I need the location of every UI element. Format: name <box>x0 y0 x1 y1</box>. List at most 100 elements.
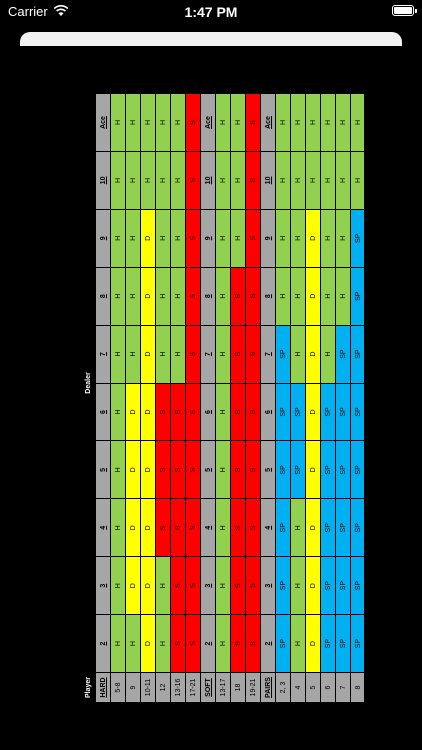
action-cell: H <box>155 93 171 152</box>
action-cell: SP <box>275 325 291 384</box>
action-cell: S <box>245 498 261 557</box>
dealer-card-header: 7 <box>260 325 276 384</box>
table-row: 5-8 H H H H H H H H H H <box>110 93 126 703</box>
dealer-card-header: Ace <box>95 93 111 152</box>
dealer-card-header: 10 <box>200 151 216 210</box>
action-cell: D <box>125 556 141 615</box>
action-cell: SP <box>320 498 336 557</box>
table-row: 18 S S S S S S S H H H <box>230 93 246 703</box>
action-cell: D <box>305 614 321 673</box>
action-cell: S <box>230 498 246 557</box>
action-cell: SP <box>350 209 364 268</box>
action-cell: D <box>305 556 321 615</box>
action-cell: H <box>275 209 291 268</box>
action-cell: H <box>155 209 171 268</box>
action-cell: H <box>110 440 126 499</box>
action-cell: SP <box>350 556 364 615</box>
player-hand-label: 8 <box>350 672 364 703</box>
action-cell: H <box>335 209 351 268</box>
action-cell: SP <box>335 498 351 557</box>
action-cell: D <box>305 498 321 557</box>
action-cell: H <box>110 93 126 152</box>
action-cell: S <box>185 93 201 152</box>
action-cell: H <box>335 267 351 326</box>
action-cell: H <box>155 267 171 326</box>
action-cell: H <box>215 383 231 441</box>
title-row: Player Dealer <box>80 93 96 703</box>
action-cell: SP <box>320 440 336 499</box>
table-row: 6 SP SP SP SP SP H H H H H <box>320 93 336 703</box>
action-cell: H <box>110 498 126 557</box>
action-cell: S <box>170 440 186 499</box>
action-cell: H <box>230 93 246 152</box>
action-cell: H <box>290 325 306 384</box>
table-row: 12 H H S S S H H H H H <box>155 93 171 703</box>
player-hand-label: 12 <box>155 672 171 703</box>
table-row: 7 SP SP SP SP SP SP H H H H <box>335 93 351 703</box>
dealer-card-header: 3 <box>95 556 111 615</box>
dealer-card-header: 6 <box>95 383 111 441</box>
dealer-card-header: 9 <box>260 209 276 268</box>
action-cell: SP <box>335 383 351 441</box>
dealer-card-header: 2 <box>200 614 216 673</box>
action-cell: S <box>230 325 246 384</box>
action-cell: S <box>245 151 261 210</box>
action-cell: SP <box>335 325 351 384</box>
action-cell: H <box>290 267 306 326</box>
table-row: 2, 3 SP SP SP SP SP SP H H H H <box>275 93 291 703</box>
action-cell: H <box>290 498 306 557</box>
action-cell: H <box>110 325 126 384</box>
action-cell: SP <box>290 383 306 441</box>
action-cell: SP <box>350 440 364 499</box>
player-hand-label: 10-11 <box>140 672 156 703</box>
dealer-card-header: 8 <box>260 267 276 326</box>
action-cell: S <box>185 614 201 673</box>
action-cell: H <box>125 151 141 210</box>
action-cell: H <box>290 556 306 615</box>
action-cell: H <box>320 325 336 384</box>
action-cell: S <box>155 383 171 441</box>
action-cell: S <box>170 614 186 673</box>
action-cell: H <box>275 267 291 326</box>
action-cell: SP <box>335 440 351 499</box>
action-cell: D <box>140 209 156 268</box>
action-cell: D <box>140 614 156 673</box>
action-cell: S <box>245 209 261 268</box>
dealer-card-header: 5 <box>200 440 216 499</box>
action-cell: SP <box>275 556 291 615</box>
action-cell: S <box>185 556 201 615</box>
action-cell: H <box>140 93 156 152</box>
table-row: 13-16 S S S S S H H H H H <box>170 93 186 703</box>
action-cell: S <box>170 498 186 557</box>
action-cell: D <box>140 383 156 441</box>
action-cell: H <box>215 93 231 152</box>
clock-time: 1:47 PM <box>184 4 238 20</box>
action-cell: SP <box>275 383 291 441</box>
action-cell: S <box>230 614 246 673</box>
action-cell: S <box>185 209 201 268</box>
dealer-card-header: 3 <box>260 556 276 615</box>
action-cell: H <box>275 93 291 152</box>
action-cell: SP <box>350 325 364 384</box>
player-hand-label: 7 <box>335 672 351 703</box>
player-hand-label: 19-21 <box>245 672 261 703</box>
action-cell: H <box>320 267 336 326</box>
action-cell: H <box>170 325 186 384</box>
action-cell: H <box>215 151 231 210</box>
action-cell: H <box>215 614 231 673</box>
action-cell: H <box>230 151 246 210</box>
action-cell: H <box>215 498 231 557</box>
battery-icon <box>392 5 417 16</box>
dealer-card-header: 6 <box>200 383 216 441</box>
action-cell: H <box>290 93 306 152</box>
action-cell: D <box>140 498 156 557</box>
action-cell: H <box>155 325 171 384</box>
action-cell: S <box>185 151 201 210</box>
action-cell: H <box>155 151 171 210</box>
table-row: 8 SP SP SP SP SP SP SP SP H H <box>350 93 364 703</box>
action-cell: H <box>170 209 186 268</box>
status-bar: Carrier 1:47 PM <box>0 0 422 24</box>
dealer-card-header: 5 <box>260 440 276 499</box>
table-row: 4 H H H SP SP H H H H H <box>290 93 306 703</box>
